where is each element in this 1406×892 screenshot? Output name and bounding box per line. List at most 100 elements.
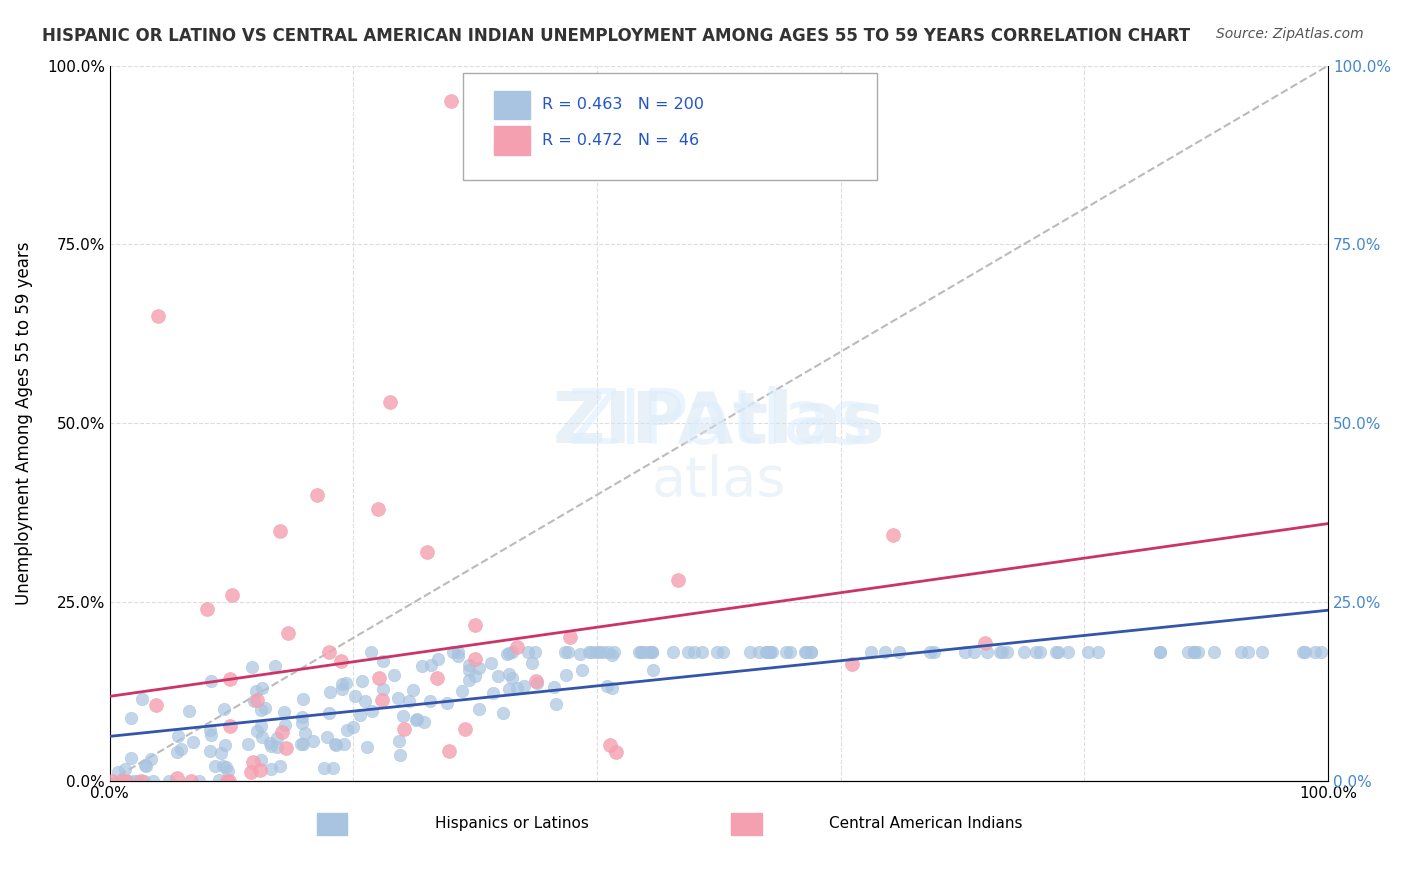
Point	[219, 672, 242, 686]
Point	[506, 640, 529, 655]
Point	[882, 528, 904, 542]
Point	[599, 738, 621, 752]
Point	[1029, 645, 1052, 659]
Point	[578, 645, 600, 659]
Point	[479, 656, 502, 670]
Point	[640, 645, 662, 659]
Point	[330, 677, 353, 691]
Point	[166, 729, 188, 743]
Point	[218, 773, 240, 788]
Point	[107, 765, 129, 780]
Point	[557, 645, 579, 659]
Point	[1087, 645, 1109, 659]
Point	[214, 738, 236, 752]
Point	[291, 716, 314, 731]
Point	[181, 735, 204, 749]
Point	[318, 706, 340, 720]
Point	[125, 773, 148, 788]
Point	[142, 773, 165, 788]
Point	[1236, 645, 1258, 659]
Point	[323, 737, 346, 751]
Point	[1046, 645, 1069, 659]
Text: ZIPAtlas: ZIPAtlas	[553, 389, 886, 458]
Point	[524, 673, 547, 688]
FancyBboxPatch shape	[731, 814, 762, 835]
Point	[388, 734, 411, 748]
Point	[402, 682, 425, 697]
Point	[758, 645, 780, 659]
Point	[761, 645, 783, 659]
Point	[266, 740, 288, 755]
Text: R = 0.463   N = 200: R = 0.463 N = 200	[543, 97, 704, 112]
Point	[498, 667, 520, 681]
Point	[976, 645, 998, 659]
Point	[253, 701, 276, 715]
Point	[245, 684, 267, 698]
Point	[426, 652, 449, 666]
Point	[1045, 645, 1067, 659]
Point	[1229, 645, 1251, 659]
Point	[1251, 645, 1274, 659]
Point	[242, 755, 264, 769]
Point	[585, 645, 607, 659]
Point	[290, 737, 312, 751]
Point	[135, 759, 157, 773]
Point	[1294, 645, 1316, 659]
Point	[458, 658, 481, 673]
Point	[440, 95, 463, 109]
Point	[963, 645, 986, 659]
Point	[405, 714, 427, 728]
Point	[1077, 645, 1099, 659]
Point	[571, 663, 593, 677]
Point	[517, 645, 540, 659]
Point	[520, 656, 543, 670]
Point	[596, 679, 619, 693]
Point	[115, 773, 138, 788]
Point	[114, 762, 136, 776]
Point	[603, 645, 626, 659]
Point	[200, 744, 222, 758]
Point	[641, 645, 664, 659]
Point	[292, 737, 315, 751]
Point	[204, 759, 226, 773]
Point	[291, 691, 314, 706]
Text: Source: ZipAtlas.com: Source: ZipAtlas.com	[1216, 27, 1364, 41]
Point	[662, 645, 685, 659]
Point	[779, 645, 801, 659]
Point	[100, 773, 122, 788]
Point	[242, 694, 264, 708]
Point	[250, 754, 273, 768]
Point	[122, 773, 145, 788]
Point	[748, 645, 770, 659]
Point	[236, 738, 259, 752]
Point	[1182, 645, 1205, 659]
Point	[246, 724, 269, 739]
Point	[588, 645, 610, 659]
Point	[446, 649, 468, 664]
Point	[120, 750, 142, 764]
Point	[373, 682, 395, 697]
Point	[1149, 645, 1171, 659]
Point	[200, 728, 222, 742]
Point	[1056, 645, 1078, 659]
Point	[579, 645, 602, 659]
Point	[356, 740, 378, 755]
Point	[336, 723, 359, 737]
Point	[367, 502, 389, 516]
Point	[738, 645, 761, 659]
Point	[498, 681, 520, 696]
Point	[215, 760, 238, 774]
Point	[451, 683, 474, 698]
Point	[513, 679, 536, 693]
Point	[643, 663, 665, 677]
Point	[889, 645, 911, 659]
Point	[634, 645, 657, 659]
Point	[179, 704, 201, 718]
Point	[139, 752, 162, 766]
Point	[495, 647, 517, 661]
Point	[501, 645, 523, 659]
Point	[209, 747, 232, 761]
Point	[468, 702, 491, 716]
Point	[860, 645, 883, 659]
Point	[349, 707, 371, 722]
